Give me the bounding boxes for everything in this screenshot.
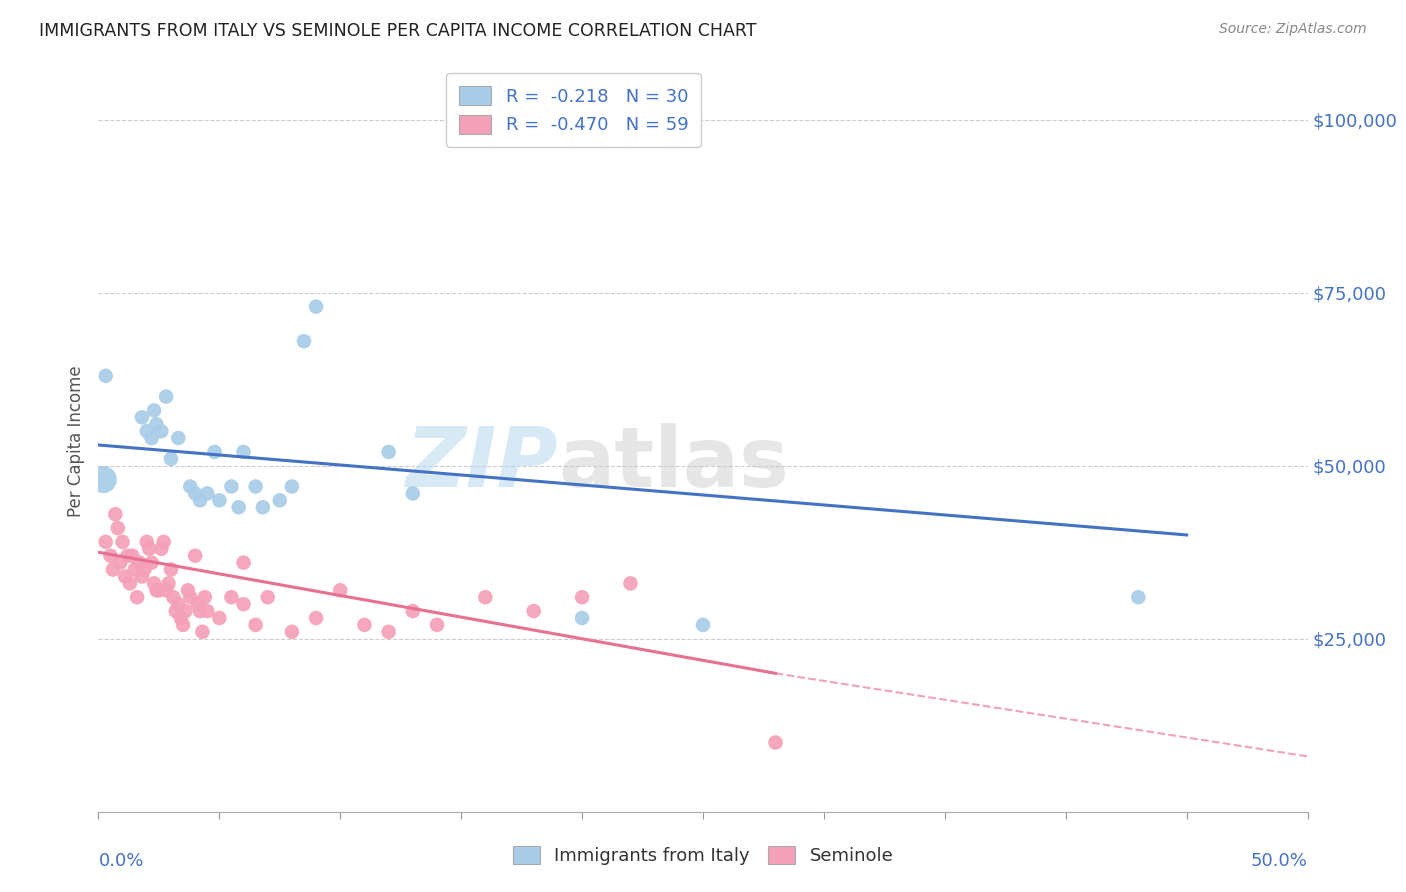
Point (169, 611, 191, 625)
Point (232, 445, 254, 459)
Point (377, 624, 399, 639)
Point (292, 334, 315, 349)
Point (187, 597, 209, 611)
Point (143, 403, 166, 417)
Point (148, 583, 170, 598)
Point (191, 624, 214, 639)
Point (114, 569, 136, 583)
Point (107, 521, 129, 535)
Point (281, 479, 304, 493)
Point (221, 591, 243, 605)
Point (228, 500, 250, 515)
Point (426, 618, 449, 632)
Point (188, 604, 211, 618)
Point (155, 583, 177, 598)
Point (121, 549, 143, 563)
Point (167, 597, 190, 611)
Point (131, 410, 153, 425)
Point (571, 591, 593, 605)
Point (1128, 591, 1150, 605)
Point (172, 618, 194, 632)
Point (208, 493, 231, 508)
Point (174, 604, 197, 618)
Legend: Immigrants from Italy, Seminole: Immigrants from Italy, Seminole (503, 837, 903, 874)
Point (100, 549, 122, 563)
Point (619, 576, 641, 591)
Point (765, 735, 787, 749)
Point (141, 556, 163, 570)
Point (155, 390, 177, 404)
Point (269, 493, 291, 508)
Point (150, 424, 173, 438)
Point (252, 500, 274, 515)
Point (160, 451, 183, 466)
Y-axis label: Per Capita Income: Per Capita Income (66, 366, 84, 517)
Text: ZIP: ZIP (405, 423, 558, 504)
Point (329, 583, 352, 598)
Point (402, 486, 425, 500)
Point (101, 563, 124, 577)
Point (179, 591, 201, 605)
Point (165, 604, 187, 618)
Point (195, 604, 218, 618)
Point (118, 576, 141, 591)
Point (256, 591, 278, 605)
Text: 50.0%: 50.0% (1251, 853, 1308, 871)
Point (111, 534, 134, 549)
Point (162, 591, 184, 605)
Text: IMMIGRANTS FROM ITALY VS SEMINOLE PER CAPITA INCOME CORRELATION CHART: IMMIGRANTS FROM ITALY VS SEMINOLE PER CA… (39, 22, 756, 40)
Point (134, 563, 156, 577)
Point (117, 549, 139, 563)
Point (232, 556, 254, 570)
Point (128, 556, 150, 570)
Text: 0.0%: 0.0% (98, 853, 143, 871)
Point (195, 486, 218, 500)
Point (108, 556, 131, 570)
Point (131, 569, 153, 583)
Point (184, 486, 207, 500)
Point (232, 597, 254, 611)
Point (474, 591, 496, 605)
Point (135, 534, 157, 549)
Point (305, 300, 328, 314)
Point (141, 431, 163, 445)
Point (377, 445, 399, 459)
Point (135, 424, 157, 438)
Point (245, 618, 267, 632)
Point (204, 445, 226, 459)
Point (94, 368, 117, 383)
Point (194, 591, 217, 605)
Point (138, 541, 160, 556)
Point (94, 534, 117, 549)
Point (353, 618, 375, 632)
Point (188, 493, 211, 508)
Point (157, 576, 180, 591)
Point (281, 624, 304, 639)
Point (124, 563, 146, 577)
Point (245, 479, 267, 493)
Point (150, 541, 173, 556)
Point (145, 583, 167, 598)
Point (167, 431, 190, 445)
Legend: R =  -0.218   N = 30, R =  -0.470   N = 59: R = -0.218 N = 30, R = -0.470 N = 59 (446, 73, 702, 147)
Point (145, 417, 167, 432)
Point (184, 549, 207, 563)
Point (177, 583, 200, 598)
Point (179, 479, 201, 493)
Point (91, 473, 114, 487)
Point (402, 604, 425, 618)
Point (104, 507, 127, 521)
Point (221, 479, 243, 493)
Point (523, 604, 546, 618)
Point (692, 618, 714, 632)
Point (305, 611, 328, 625)
Point (152, 534, 174, 549)
Point (143, 576, 166, 591)
Point (571, 611, 593, 625)
Point (160, 563, 183, 577)
Text: Source: ZipAtlas.com: Source: ZipAtlas.com (1219, 22, 1367, 37)
Text: atlas: atlas (558, 423, 789, 504)
Point (208, 611, 231, 625)
Point (127, 591, 149, 605)
